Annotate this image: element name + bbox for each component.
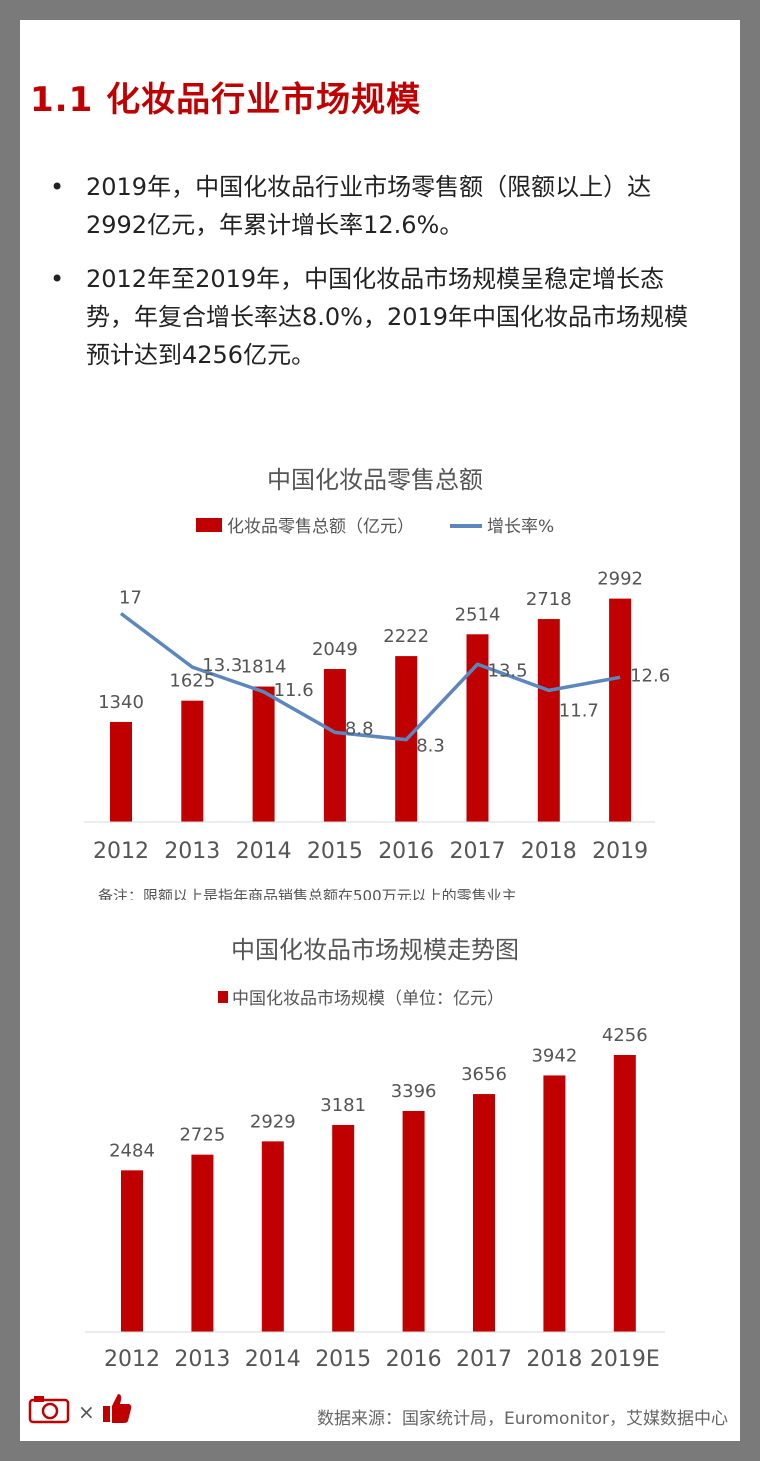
bar-value-label: 1340 [98,692,144,713]
thumbs-up-icon [103,1394,132,1423]
bar [609,598,632,822]
x-tick-label: 2015 [315,1347,371,1372]
x-tick-label: 2012 [104,1347,160,1372]
bar [252,686,275,822]
bar [473,1094,495,1332]
chart-title: 中国化妆品市场规模走势图 [231,936,519,964]
x-tick-label: 2019 [592,839,648,864]
bar-value-label: 4256 [602,1025,648,1046]
legend-label-market: 中国化妆品市场规模（单位：亿元） [232,989,504,1009]
bar [110,721,132,822]
x-tick-label: 2014 [245,1347,301,1372]
page-title: 1.1 化妆品行业市场规模 [30,80,422,120]
bar [466,634,489,822]
x-tick-label: 2014 [236,839,292,864]
bar [543,1075,566,1332]
legend-bar-swatch [218,991,228,1003]
bullet-dot-icon: • [50,173,65,201]
legend-bar-swatch [196,518,222,532]
bar [613,1055,636,1332]
bar-value-label: 3181 [320,1095,366,1116]
chart-note: 备注：限额以上是指年商品销售总额在500万元以上的零售业主 [98,887,517,900]
growth-line [119,612,621,742]
bar [537,619,560,822]
bar-value-label: 3942 [531,1045,577,1066]
bar-value-label: 2222 [383,626,429,647]
bar [121,1170,143,1332]
bar [261,1141,284,1332]
x-tick-label: 2016 [386,1347,442,1372]
x-tick-label: 2019E [590,1347,660,1372]
label-group: 2484 2012 2725 2013 2929 2014 3181 2015 3396 2016… [104,1025,660,1372]
growth-value-label: 8.3 [416,736,445,757]
legend-label-sales: 化妆品零售总额（亿元） [227,517,414,537]
bullet-item: • 2012年至2019年，中国化妆品市场规模呈稳定增长态势，年复合增长率达8.… [50,260,710,374]
bar [191,1154,214,1332]
legend-label-growth: 增长率% [487,517,554,537]
x-tick-label: 2015 [307,839,363,864]
growth-value-label: 13.3 [202,655,242,676]
growth-value-label: 8.8 [345,718,374,739]
bar-value-label: 2514 [455,604,501,625]
bar-value-label: 3396 [391,1081,437,1102]
camera-logo-icon [28,1396,70,1424]
bar-value-label: 2484 [109,1140,155,1161]
bar-value-label: 2929 [250,1111,296,1132]
bar-value-label: 3656 [461,1064,507,1085]
bar-value-label: 2718 [526,589,572,610]
bar-value-label: 2049 [312,639,358,660]
bar [402,1110,425,1332]
growth-value-label: 11.7 [559,700,599,721]
chart-title: 中国化妆品零售总额 [267,466,483,494]
bar [332,1124,355,1332]
bullet-text: 2019年，中国化妆品行业市场零售额（限额以上）达2992亿元，年累计增长率12… [86,173,652,239]
bullet-dot-icon: • [50,265,65,293]
bar [323,669,346,822]
bar-group [110,598,632,822]
bullet-item: • 2019年，中国化妆品行业市场零售额（限额以上）达2992亿元，年累计增长率… [50,168,710,244]
x-tick-label: 2012 [93,839,149,864]
x-tick-label: 2013 [164,839,220,864]
bar [181,700,204,822]
x-tick-label: 2018 [521,839,577,864]
x-tick-label: 2018 [526,1347,582,1372]
logo-separator: × [78,1400,95,1424]
bar-group [121,1055,636,1332]
x-tick-label: 2017 [450,839,506,864]
growth-value-label: 13.5 [488,660,528,681]
growth-line-group [119,612,621,742]
x-tick-label: 2013 [174,1347,230,1372]
bar-value-label: 2992 [597,569,643,590]
growth-value-label: 17 [119,588,142,609]
x-tick-label: 2016 [378,839,434,864]
x-tick-label: 2017 [456,1347,512,1372]
data-source-note: 数据来源：国家统计局，Euromonitor，艾媒数据中心 [316,1409,728,1429]
bar-value-label: 2725 [179,1125,225,1146]
report-page: 1.1 化妆品行业市场规模 • 2019年，中国化妆品行业市场零售额（限额以上）… [20,20,740,1441]
growth-value-label: 12.6 [630,665,670,686]
retail-sales-chart: 中国化妆品零售总额 化妆品零售总额（亿元） 增长率% 1340 2012 17 162… [84,466,670,900]
growth-value-label: 11.6 [274,680,314,701]
bullet-list: • 2019年，中国化妆品行业市场零售额（限额以上）达2992亿元，年累计增长率… [50,168,710,390]
bullet-text: 2012年至2019年，中国化妆品市场规模呈稳定增长态势，年复合增长率达8.0%… [86,265,689,369]
bar-value-label: 1814 [241,657,287,678]
bar-value-label: 1625 [169,671,215,692]
market-size-chart: 中国化妆品市场规模走势图 中国化妆品市场规模（单位：亿元） 2484 2012 27… [85,936,665,1372]
